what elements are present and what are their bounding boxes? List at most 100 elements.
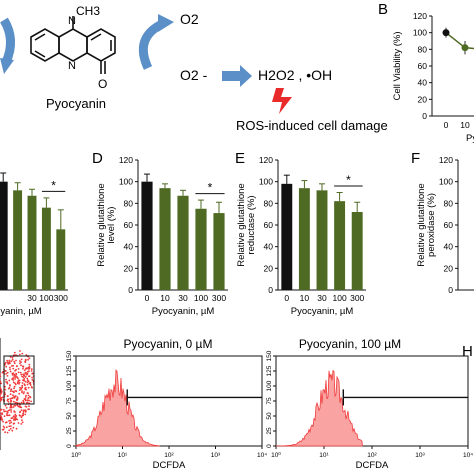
scatter-dot <box>0 398 3 401</box>
scatter-dot <box>3 426 6 429</box>
x-tick-label: 10³ <box>211 452 221 459</box>
scatter-dot <box>23 391 25 393</box>
scatter-dot <box>23 374 25 377</box>
scatter-dot <box>20 406 23 409</box>
x-axis-label: DCFDA <box>356 460 389 471</box>
scatter-dot <box>23 369 26 372</box>
flow-histogram-0: 0 25 50 75 100 125 150 10⁰ 10¹ 10² 10³ 10⁴ DCFDA <box>66 350 267 471</box>
scatter-dot <box>0 375 2 378</box>
y-tick-label: 40 <box>444 242 454 252</box>
scatter-dot <box>0 387 2 389</box>
x-tick-label: 10 <box>300 293 310 303</box>
scatter-dot <box>31 378 34 381</box>
scatter-dot <box>9 370 12 373</box>
scatter-dot <box>21 390 23 392</box>
y-tick-label: 0 <box>66 444 73 448</box>
scatter-dot <box>10 409 13 411</box>
nitrogen-bottom-label: N <box>68 60 76 72</box>
panel-h: H <box>462 343 473 360</box>
lightning-bolt-icon <box>272 88 292 114</box>
scatter-dot <box>17 422 20 424</box>
y-tick-label: 120 <box>413 11 427 21</box>
scatter-dot <box>21 375 23 378</box>
scatter-dot <box>6 382 9 385</box>
scatter-dot <box>29 384 32 386</box>
scatter-dot <box>6 411 9 414</box>
pyocyanin-structure-icon <box>30 16 116 74</box>
scatter-dot <box>4 370 6 372</box>
flow-panel-1: Pyocyanin, 100 µM 0 25 50 75 100 125 150 10⁰ 10¹… <box>266 337 473 471</box>
scatter-dot <box>4 431 6 434</box>
scatter-dot <box>24 396 27 398</box>
scatter-dot <box>26 377 29 380</box>
y-tick-label: 120 <box>439 155 453 165</box>
scatter-dot <box>21 421 24 424</box>
scatter-dot <box>12 406 15 408</box>
y-tick-label: 100 <box>413 28 427 38</box>
scatter-dot <box>11 357 14 359</box>
scatter-dot <box>9 362 11 365</box>
scatter-dot <box>13 410 16 413</box>
scatter-dot <box>22 367 24 370</box>
scatter-dot <box>6 413 8 415</box>
scatter-dot <box>1 428 4 431</box>
scatter-dot <box>20 423 23 425</box>
scatter-dot <box>11 397 14 400</box>
y-tick-label: 60 <box>264 220 274 230</box>
x-tick-label: 10⁰ <box>71 451 81 459</box>
scatter-dot <box>28 382 31 385</box>
y-tick-label: 80 <box>444 198 454 208</box>
scatter-dot <box>14 378 16 380</box>
scatter-dot <box>27 408 30 411</box>
scatter-dot <box>16 396 19 398</box>
scatter-dot <box>4 421 7 424</box>
scatter-dot <box>9 427 12 430</box>
scatter-dot <box>10 400 13 402</box>
scatter-dot <box>13 360 16 363</box>
y-axis-label: level (%) <box>106 207 117 244</box>
scatter-dot <box>10 365 13 367</box>
scatter-dot <box>30 368 33 371</box>
scatter-dot <box>27 394 30 397</box>
x-tick-label: 300 <box>212 293 226 303</box>
compound-name: Pyocyanin <box>46 96 106 111</box>
scatter-dot <box>8 414 11 417</box>
scatter-dot <box>19 371 22 374</box>
scatter-dot <box>13 387 16 390</box>
scatter-dot <box>12 415 15 418</box>
scatter-dot <box>1 371 4 374</box>
scatter-dot <box>0 382 3 385</box>
scatter-dot <box>18 383 20 385</box>
scatter-dot <box>25 372 28 374</box>
x-tick-label: 10 <box>160 293 170 303</box>
scatter-dot <box>25 388 28 391</box>
scatter-dot <box>13 351 16 354</box>
scatter-dot <box>15 365 18 368</box>
y-tick-label: 75 <box>66 397 73 405</box>
y-tick-label: 100 <box>439 177 453 187</box>
scatter-dot <box>20 373 23 376</box>
scatter-dot <box>20 364 22 367</box>
y-tick-label: 75 <box>266 397 273 405</box>
scatter-dot <box>25 405 28 408</box>
scatter-dot <box>25 373 28 376</box>
scatter-dot <box>14 383 17 386</box>
scatter-dot <box>19 411 21 414</box>
block-arrow-icon <box>222 65 252 87</box>
x-tick-label: 10³ <box>415 452 425 459</box>
x-tick-label: 10⁴ <box>257 452 267 459</box>
significance-star: * <box>208 181 213 195</box>
panel-a: N CH3 N O Pyocyanin O2 O2 - H2O2 , •OH R… <box>0 4 388 133</box>
scatter-dot <box>0 408 3 411</box>
y-tick-label: 40 <box>124 242 134 252</box>
scatter-dot <box>21 384 24 387</box>
y-tick-label: 0 <box>422 111 427 121</box>
scatter-dot <box>5 426 8 429</box>
scatter-dot <box>8 387 11 389</box>
y-tick-label: 80 <box>418 44 428 54</box>
scatter-dot <box>8 361 11 363</box>
x-axis-label: Pyocyanin, µM <box>291 306 354 317</box>
x-axis-label: Py <box>466 133 474 144</box>
scatter-dot <box>13 373 16 376</box>
x-axis-label: DCFDA <box>153 460 186 471</box>
